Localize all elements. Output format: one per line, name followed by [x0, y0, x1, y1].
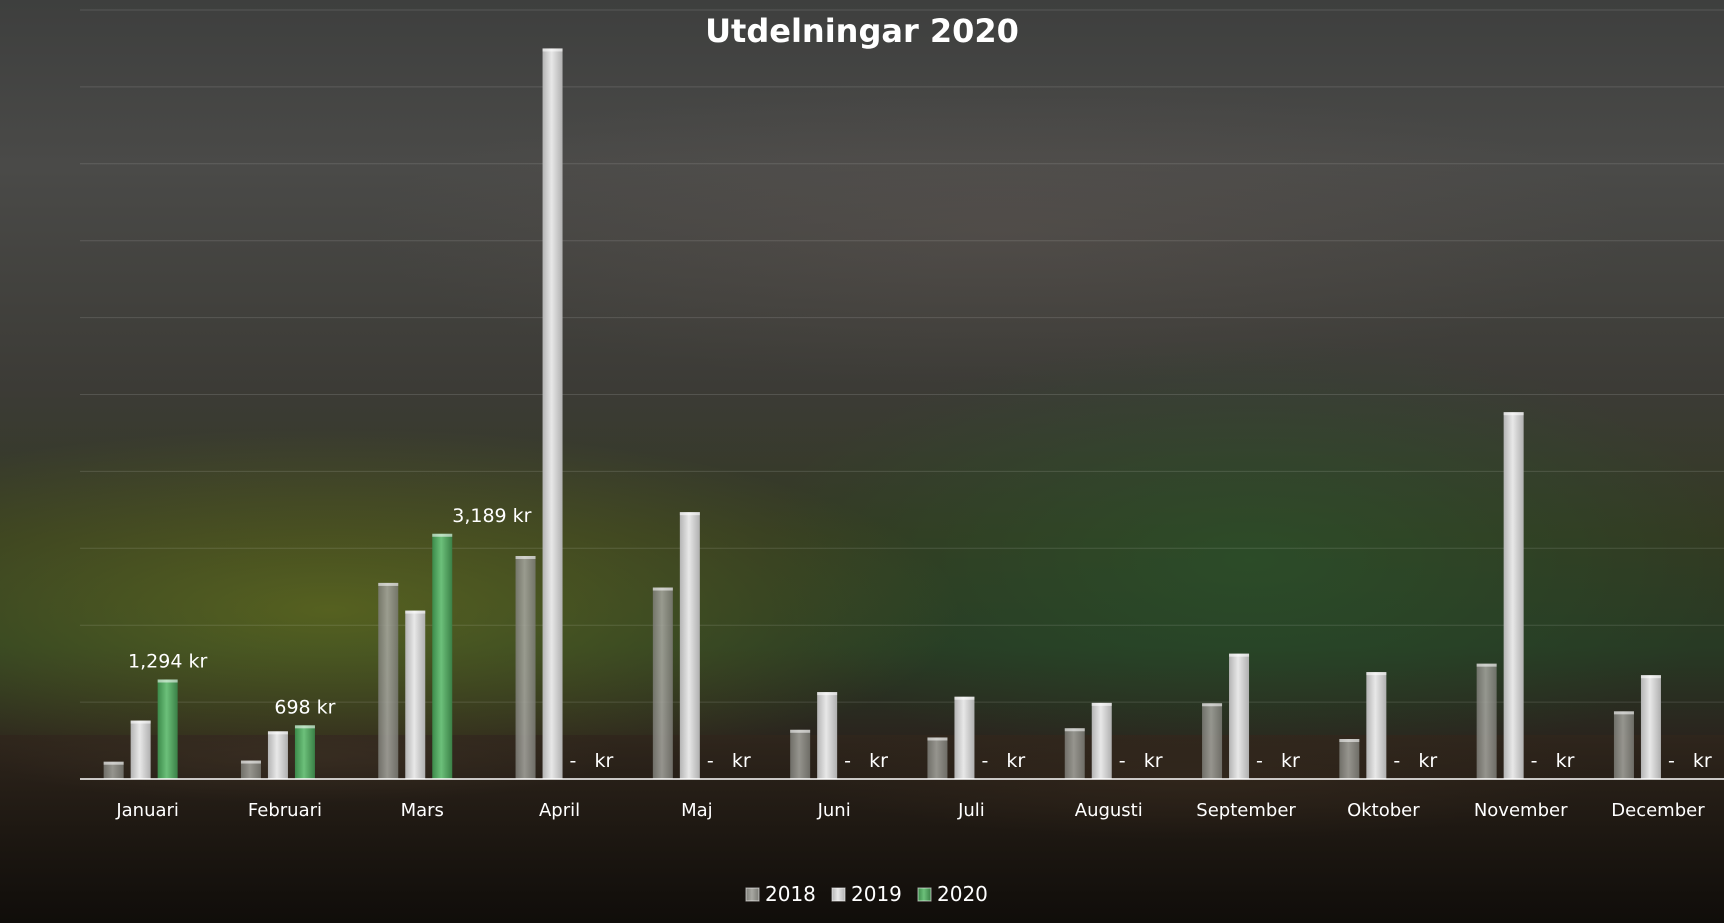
bar-cap	[103, 761, 124, 765]
chart-title: Utdelningar 2020	[705, 12, 1019, 50]
category-label-december: December	[1611, 800, 1705, 821]
category-label-oktober: Oktober	[1347, 800, 1420, 821]
data-label-september: - kr	[1256, 750, 1300, 772]
category-label-april: April	[539, 800, 580, 821]
bar-2019-oktober	[1366, 672, 1387, 779]
bar-2018-november	[1476, 663, 1497, 779]
bar-cap	[1339, 739, 1360, 743]
category-label-september: September	[1196, 800, 1296, 821]
data-label-oktober: - kr	[1393, 750, 1437, 772]
legend-swatch-2020	[917, 887, 932, 902]
bar-cap	[1366, 672, 1387, 676]
bar-2019-april	[542, 48, 563, 779]
bar-cap	[130, 720, 151, 724]
bar-cap	[1202, 703, 1223, 707]
bar-cap	[1613, 711, 1634, 715]
bars	[103, 48, 1661, 779]
bar-2018-september	[1202, 703, 1223, 779]
bar-2019-maj	[679, 512, 700, 779]
bar-2018-maj	[652, 587, 673, 779]
bar-2020-januari	[157, 679, 178, 779]
bar-cap	[432, 533, 453, 537]
category-label-mars: Mars	[401, 800, 444, 821]
category-labels: Januari Februari Mars April Maj Juni Juli Augus…	[115, 800, 1705, 821]
category-label-november: November	[1474, 800, 1568, 821]
bar-cap	[294, 725, 315, 729]
bar-cap	[652, 587, 673, 591]
data-label-mars: 3,189 kr	[452, 505, 531, 527]
bar-cap	[927, 737, 948, 741]
gridlines	[80, 9, 1724, 703]
bar-2018-mars	[378, 582, 399, 779]
category-label-januari: Januari	[115, 800, 179, 821]
data-labels: 1,294 kr 698 kr 3,189 kr - kr - kr - kr - kr - …	[128, 505, 1712, 772]
legend-label-2019: 2019	[851, 882, 902, 906]
bar-2019-september	[1229, 653, 1250, 779]
data-label-maj: - kr	[707, 750, 751, 772]
category-label-augusti: Augusti	[1075, 800, 1143, 821]
bar-2019-februari	[267, 731, 288, 779]
bar-cap	[790, 729, 811, 733]
bar-2020-mars	[432, 533, 453, 779]
legend-label-2020: 2020	[937, 882, 988, 906]
data-label-augusti: - kr	[1119, 750, 1163, 772]
data-label-november: - kr	[1531, 750, 1575, 772]
bar-2019-juli	[954, 696, 975, 779]
bar-cap	[1229, 653, 1250, 657]
bar-2018-oktober	[1339, 739, 1360, 779]
bar-cap	[1091, 702, 1112, 706]
bar-cap	[267, 731, 288, 735]
bar-2019-december	[1640, 675, 1661, 779]
bar-2018-juni	[790, 729, 811, 779]
legend-label-2018: 2018	[765, 882, 816, 906]
bar-2018-juli	[927, 737, 948, 779]
bar-cap	[240, 760, 261, 764]
data-label-februari: 698 kr	[274, 696, 335, 718]
bar-2019-juni	[817, 692, 838, 779]
bar-2019-augusti	[1091, 702, 1112, 779]
bar-2020-februari	[294, 725, 315, 779]
bar-2018-februari	[240, 760, 261, 779]
legend: 2018 2019 2020	[745, 882, 988, 906]
category-label-juni: Juni	[817, 800, 851, 821]
bar-2018-april	[515, 555, 536, 779]
bar-cap	[1064, 728, 1085, 732]
bar-cap	[817, 692, 838, 696]
bar-cap	[1476, 663, 1497, 667]
bar-cap	[405, 610, 426, 614]
data-label-december: - kr	[1668, 750, 1712, 772]
category-label-maj: Maj	[681, 800, 713, 821]
bar-2018-januari	[103, 761, 124, 779]
bar-2019-november	[1503, 412, 1524, 779]
bar-2019-mars	[405, 610, 426, 779]
bar-2018-december	[1613, 711, 1634, 779]
bar-cap	[1640, 675, 1661, 679]
data-label-juni: - kr	[844, 750, 888, 772]
bar-cap	[679, 512, 700, 516]
bar-cap	[1503, 412, 1524, 416]
bar-cap	[157, 679, 178, 683]
category-label-juli: Juli	[957, 800, 985, 821]
data-label-april: - kr	[570, 750, 614, 772]
legend-swatch-2018	[745, 887, 760, 902]
bar-2019-januari	[130, 720, 151, 779]
legend-swatch-2019	[831, 887, 846, 902]
category-label-februari: Februari	[248, 800, 322, 821]
bar-cap	[954, 696, 975, 700]
data-label-juli: - kr	[981, 750, 1025, 772]
bar-cap	[542, 48, 563, 52]
bar-cap	[515, 555, 536, 559]
data-label-januari: 1,294 kr	[128, 650, 207, 672]
bar-cap	[378, 582, 399, 586]
bar-2018-augusti	[1064, 728, 1085, 779]
